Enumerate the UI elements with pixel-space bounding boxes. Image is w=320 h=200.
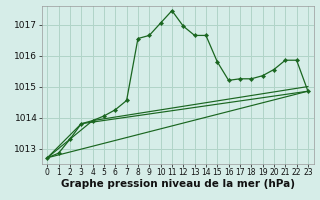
X-axis label: Graphe pression niveau de la mer (hPa): Graphe pression niveau de la mer (hPa)	[60, 179, 295, 189]
